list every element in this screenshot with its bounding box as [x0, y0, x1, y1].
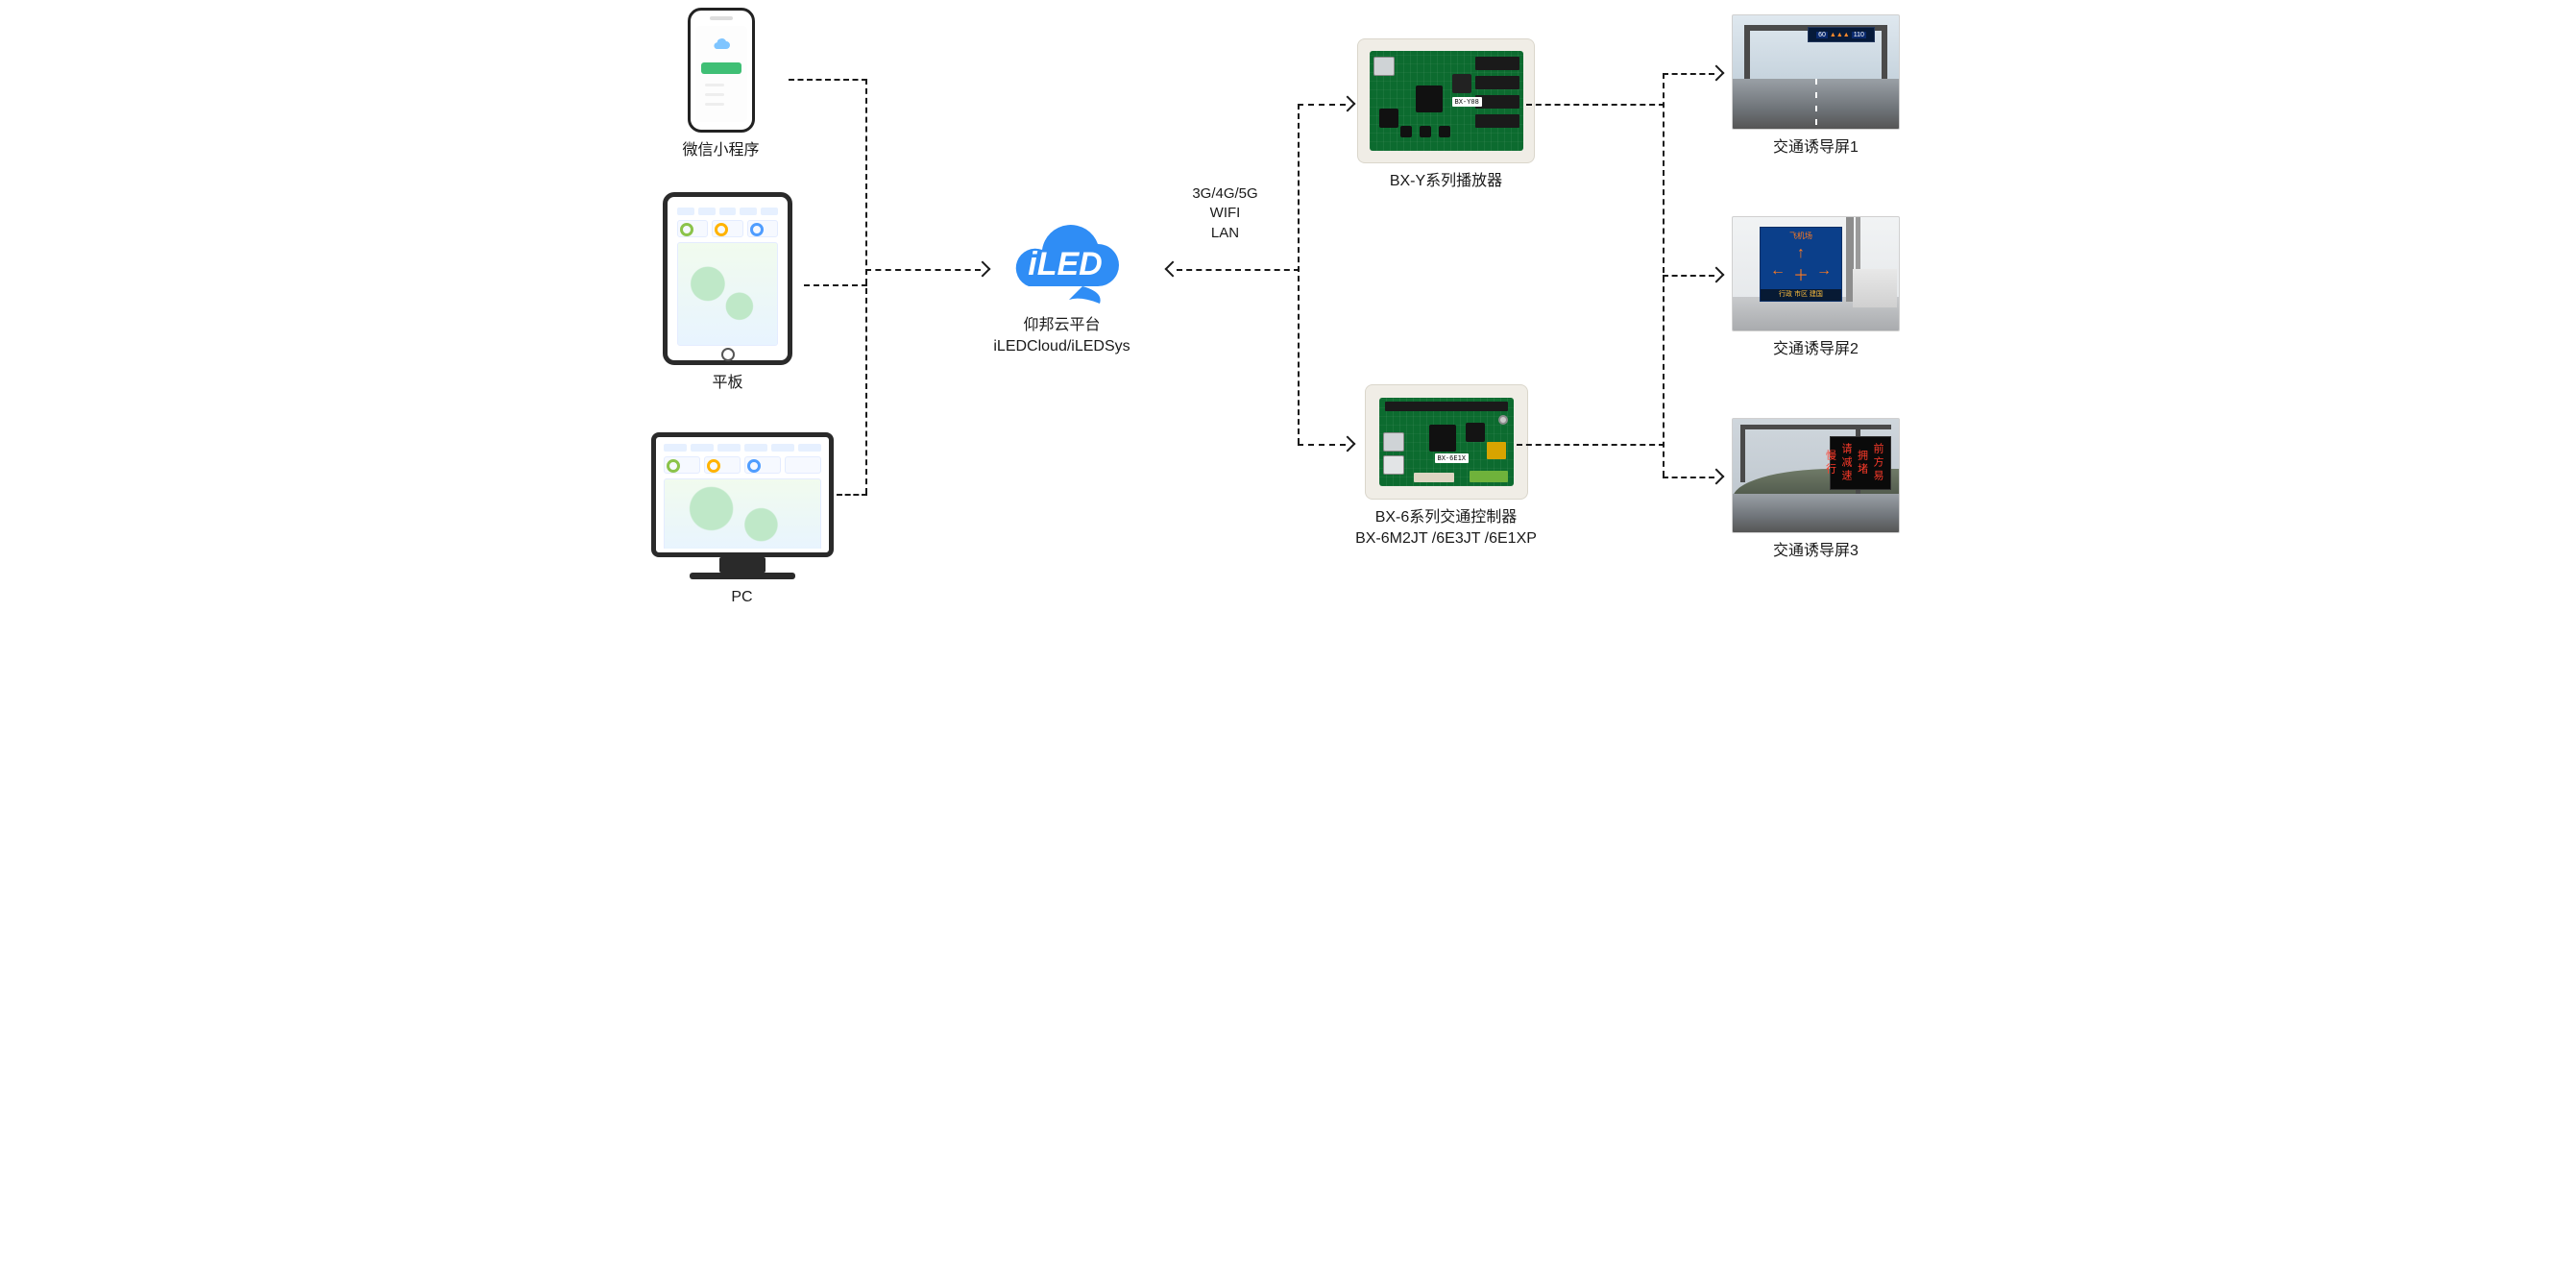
edge-bx6-out	[1517, 444, 1665, 446]
cloud-title-2: iLEDCloud/iLEDSys	[971, 336, 1154, 357]
bx6-label-1: BX-6系列交通控制器	[1317, 507, 1576, 528]
edge-bxy-out	[1526, 104, 1665, 106]
bx6-board-icon: BX-6E1X	[1365, 384, 1528, 500]
edge-pc	[837, 494, 867, 496]
pc-label: PC	[646, 587, 838, 608]
node-cloud: iLED 仰邦云平台 iLEDCloud/iLEDSys	[971, 211, 1154, 356]
node-sign2: 飞机场 ↑ ←＋→ ↓ 行政 市区 建国 交通诱导屏2	[1720, 216, 1912, 360]
sign3-photo: 前方易拥堵 请减速慢行	[1732, 418, 1900, 533]
wechat-label: 微信小程序	[664, 140, 779, 161]
net-line3: LAN	[1173, 224, 1278, 243]
edge-to-bxy	[1298, 104, 1346, 106]
edge-to-sign2	[1663, 275, 1714, 277]
node-bx6: BX-6E1X BX-6系列交通控制器 BX-6M2JT /6E3JT /6E1…	[1317, 384, 1576, 549]
bx6-sticker: BX-6E1X	[1435, 453, 1470, 463]
bx6-label-2: BX-6M2JT /6E3JT /6E1XP	[1317, 528, 1576, 550]
network-types-label: 3G/4G/5G WIFI LAN	[1173, 184, 1278, 243]
edge-to-sign3	[1663, 477, 1714, 478]
architecture-diagram: 微信小程序 平板 PC	[644, 0, 1932, 636]
node-bxy: BX-Y08 BX-Y系列播放器	[1336, 38, 1557, 192]
edge-to-cloud	[865, 269, 981, 271]
edge-cloud-net	[1177, 269, 1300, 271]
sign2-label: 交通诱导屏2	[1720, 339, 1912, 360]
bxy-board-icon: BX-Y08	[1357, 38, 1535, 163]
edge-left-trunk	[865, 79, 867, 494]
cloud-title-1: 仰邦云平台	[971, 315, 1154, 336]
svg-text:iLED: iLED	[1028, 246, 1102, 282]
node-tablet: 平板	[656, 192, 800, 394]
node-sign3: 前方易拥堵 请减速慢行 交通诱导屏3	[1720, 418, 1912, 562]
bxy-label: BX-Y系列播放器	[1336, 171, 1557, 192]
net-line2: WIFI	[1173, 204, 1278, 223]
bxy-sticker: BX-Y08	[1452, 97, 1482, 107]
edge-to-sign1	[1663, 73, 1714, 75]
node-pc: PC	[646, 432, 838, 608]
phone-icon	[688, 8, 755, 133]
tablet-icon	[663, 192, 792, 365]
iled-cloud-logo: iLED	[990, 211, 1134, 307]
net-line1: 3G/4G/5G	[1173, 184, 1278, 204]
edge-to-bx6	[1298, 444, 1346, 446]
sign1-photo: 60 ▲▲▲ 110	[1732, 14, 1900, 130]
sign2-photo: 飞机场 ↑ ←＋→ ↓ 行政 市区 建国	[1732, 216, 1900, 331]
edge-wechat	[789, 79, 867, 81]
edge-mid-trunk	[1298, 104, 1300, 444]
pc-icon	[646, 432, 838, 579]
sign1-label: 交通诱导屏1	[1720, 137, 1912, 159]
sign3-label: 交通诱导屏3	[1720, 541, 1912, 562]
node-sign1: 60 ▲▲▲ 110 交通诱导屏1	[1720, 14, 1912, 159]
tablet-label: 平板	[656, 373, 800, 394]
arrow-cloud-left	[1164, 261, 1180, 278]
edge-tablet	[804, 284, 867, 286]
node-wechat: 微信小程序	[664, 8, 779, 161]
